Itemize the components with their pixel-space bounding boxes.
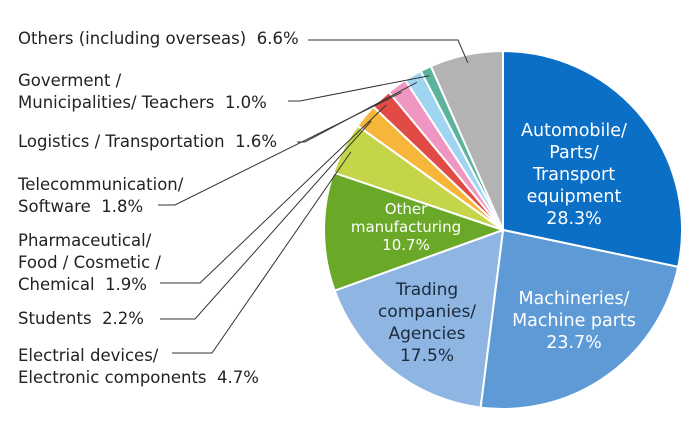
slice-label-trading: companies/ (378, 302, 476, 322)
pie-slice-machinery (479, 228, 680, 411)
label-telecom: Telecommunication/ Software 1.8% (18, 175, 184, 216)
pie-slice-other_mfg (323, 171, 507, 292)
slice-label-trading: 17.5% (400, 346, 454, 366)
slice-label-machinery: Machineries/ (518, 289, 629, 309)
pie-slice-others (429, 49, 504, 231)
label-students: Students 2.2% (18, 309, 144, 328)
slice-label-other_mfg: 10.7% (382, 236, 430, 254)
slice-label-automobile: Transport (532, 165, 615, 185)
leader-line-pharma (160, 104, 387, 284)
leader-line-government (288, 75, 430, 102)
leader-line-others (308, 39, 469, 63)
slice-label-automobile: Automobile/ (521, 121, 627, 141)
slice-label-automobile: equipment (527, 187, 622, 207)
slice-label-machinery: Machine parts (512, 311, 636, 331)
slice-label-trading: Trading (395, 280, 458, 300)
pie-slice-trading (333, 228, 505, 409)
leader-line-students (160, 120, 372, 320)
slice-label-other_mfg: manufacturing (351, 218, 461, 236)
label-others: Others (including overseas) 6.6% (18, 29, 299, 48)
label-government: Goverment / Municipalities/ Teachers 1.0… (18, 71, 267, 112)
slice-label-automobile: 28.3% (546, 209, 602, 229)
leader-line-telecom (158, 91, 402, 206)
pie-slice-automobile (502, 49, 683, 269)
label-logistics: Logistics / Transportation 1.6% (18, 132, 277, 151)
slice-label-other_mfg: Other (385, 200, 428, 218)
label-pharma: Pharmaceutical/ Food / Cosmetic / Chemic… (18, 231, 161, 294)
leader-line-electrical (172, 151, 352, 354)
slice-label-trading: Agencies (388, 324, 465, 344)
label-electrical: Electrial devices/ Electronic components… (18, 346, 259, 387)
leader-line-logistics (297, 81, 418, 143)
slice-label-automobile: Parts/ (549, 143, 599, 163)
slice-label-machinery: 23.7% (546, 333, 602, 353)
